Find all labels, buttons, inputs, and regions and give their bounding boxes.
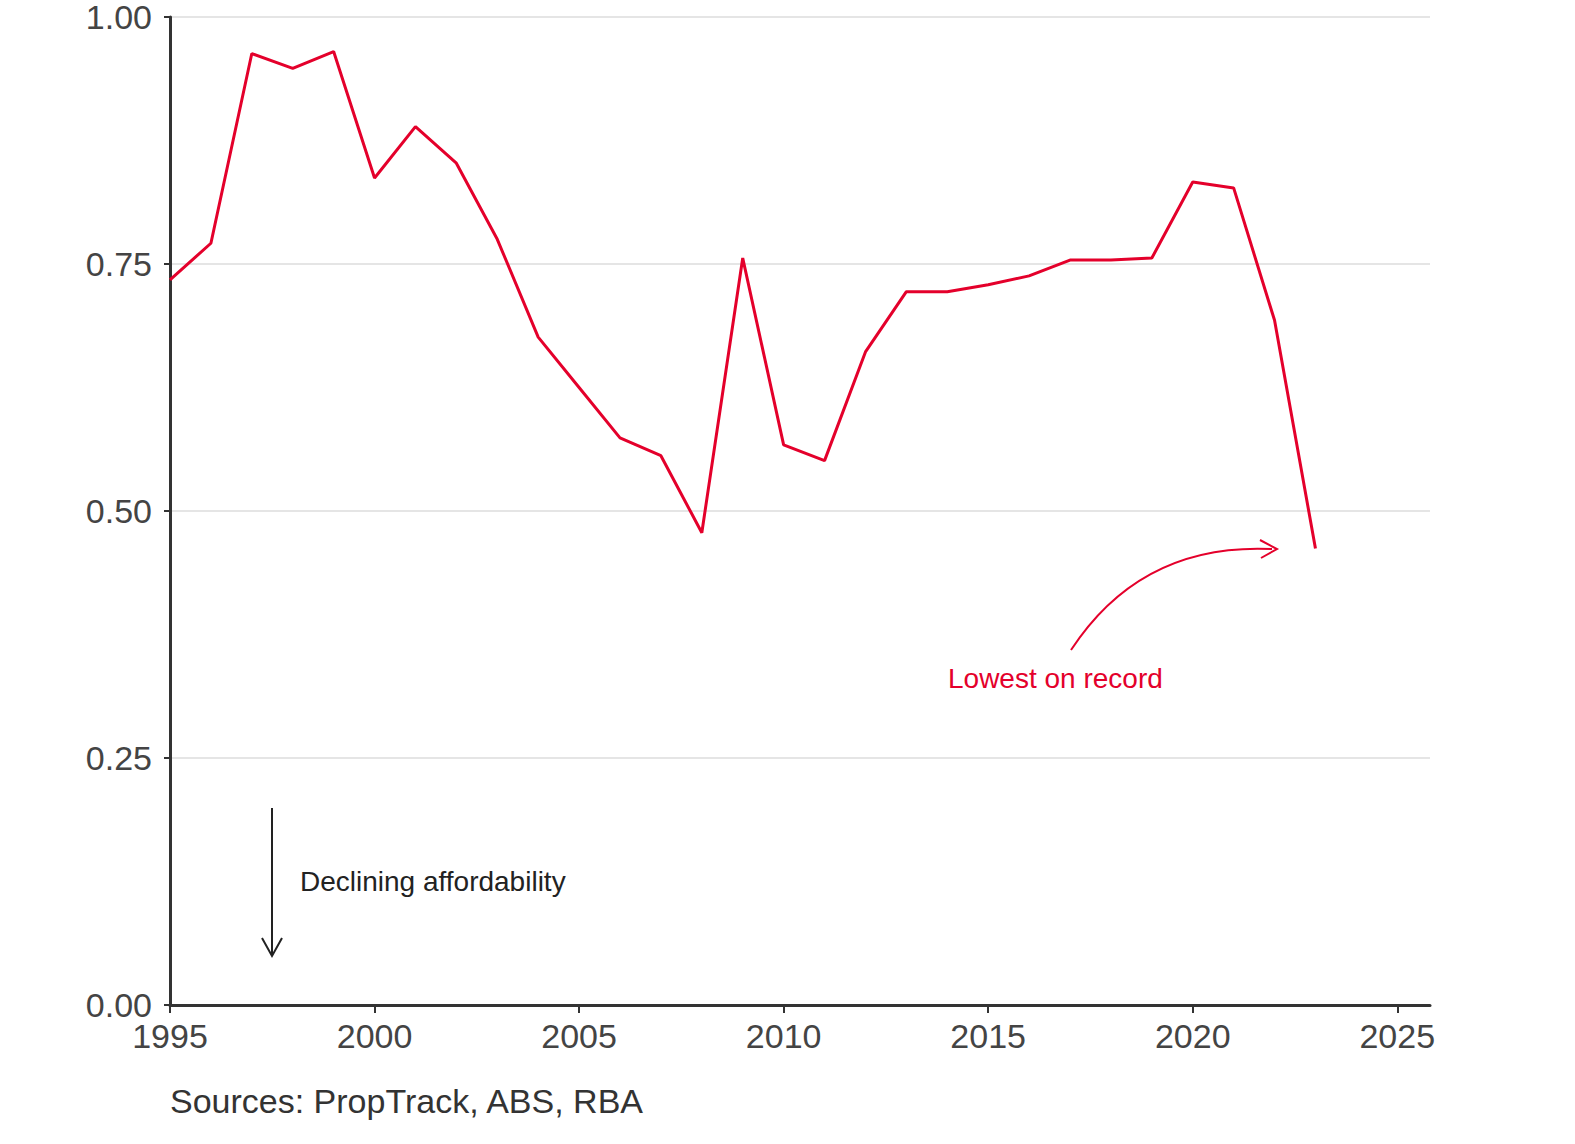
svg-text:2025: 2025 [1359,1017,1435,1055]
svg-text:2015: 2015 [950,1017,1026,1055]
svg-text:2005: 2005 [541,1017,617,1055]
svg-text:0.50: 0.50 [86,492,152,530]
svg-text:Declining affordability: Declining affordability [300,866,566,897]
svg-text:0.75: 0.75 [86,245,152,283]
svg-text:2010: 2010 [746,1017,822,1055]
svg-text:0.25: 0.25 [86,739,152,777]
svg-text:0.00: 0.00 [85,986,152,1024]
svg-text:2020: 2020 [1155,1017,1231,1055]
svg-text:1.00: 1.00 [86,0,152,36]
svg-text:1995: 1995 [132,1017,208,1055]
svg-text:Sources: PropTrack, ABS, RBA: Sources: PropTrack, ABS, RBA [170,1082,643,1120]
svg-text:Lowest on record: Lowest on record [948,663,1163,694]
svg-text:2000: 2000 [337,1017,413,1055]
